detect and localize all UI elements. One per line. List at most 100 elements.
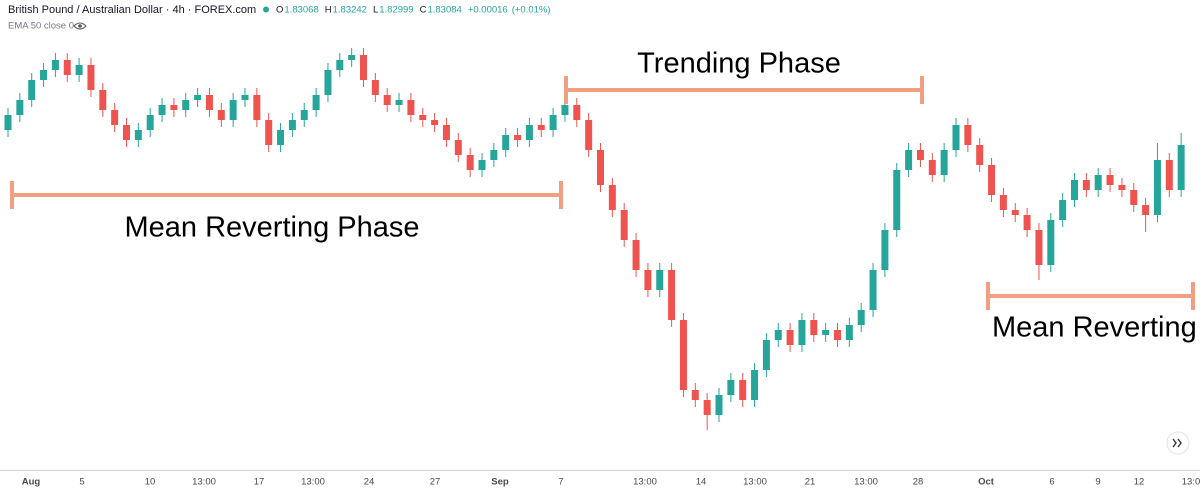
annotation: Mean Reverting bbox=[992, 312, 1197, 344]
time-axis bbox=[0, 470, 1200, 493]
candle-body bbox=[134, 130, 142, 140]
candle-body bbox=[1059, 200, 1067, 220]
candle-body bbox=[928, 160, 936, 175]
candle-body bbox=[348, 55, 356, 60]
candle-body bbox=[905, 150, 913, 170]
candle-body bbox=[288, 120, 296, 130]
candle-body bbox=[727, 380, 735, 395]
candle-body bbox=[597, 150, 604, 185]
time-label: 27 bbox=[430, 477, 441, 488]
candle-body bbox=[869, 270, 877, 310]
time-label: 13:00 bbox=[301, 477, 325, 488]
annotation: Mean Reverting Phase bbox=[125, 212, 420, 244]
candle-body bbox=[265, 120, 273, 145]
candle-body bbox=[158, 105, 166, 115]
candle-body bbox=[537, 125, 545, 130]
quote-label: L bbox=[373, 5, 378, 16]
candle-body bbox=[99, 90, 107, 110]
time-label: Sep bbox=[491, 477, 509, 488]
candle-body bbox=[585, 120, 593, 150]
mean-reverting-bracket bbox=[10, 181, 563, 209]
candle-body bbox=[312, 95, 320, 110]
candle-body bbox=[277, 130, 285, 145]
candle-body bbox=[679, 320, 687, 390]
candle-body bbox=[632, 240, 640, 270]
candles bbox=[4, 48, 1185, 430]
candle-body bbox=[253, 95, 261, 120]
candle-body bbox=[1106, 175, 1114, 185]
time-label: 21 bbox=[805, 477, 816, 488]
candle-body bbox=[703, 400, 711, 415]
trending-bracket bbox=[564, 76, 924, 104]
candle-body bbox=[205, 95, 213, 110]
candle-body bbox=[893, 170, 901, 230]
candle-body bbox=[691, 390, 699, 400]
candle-body bbox=[395, 100, 403, 105]
time-labels: Aug 5 10 13:00 17 13:00 24 27 Sep 7 13:00 14 13:00 21… bbox=[22, 477, 1200, 488]
candle-body bbox=[798, 320, 806, 345]
candle-body bbox=[407, 100, 415, 115]
time-label: 9 bbox=[1095, 477, 1100, 488]
candle-body bbox=[1047, 220, 1055, 265]
quote-label: C bbox=[420, 5, 427, 16]
candle-body bbox=[431, 120, 439, 125]
time-label: 24 bbox=[364, 477, 375, 488]
candle-body bbox=[1023, 215, 1031, 230]
candle-body bbox=[952, 125, 960, 150]
candle-body bbox=[834, 330, 841, 340]
change: +0.00016 bbox=[468, 5, 508, 16]
candle-body bbox=[940, 150, 948, 175]
symbol-title: British Pound / Australian Dollar · 4h ·… bbox=[8, 4, 256, 16]
scroll-button-bg bbox=[1166, 431, 1190, 455]
candle-body bbox=[1071, 180, 1078, 200]
time-label: Aug bbox=[22, 477, 41, 488]
candle-body bbox=[490, 150, 498, 160]
candle-body bbox=[988, 165, 996, 195]
candle-body bbox=[976, 145, 984, 165]
time-label: 5 bbox=[79, 477, 84, 488]
time-label: 12 bbox=[1134, 477, 1145, 488]
indicator-label: EMA 50 close 0 bbox=[8, 21, 74, 32]
time-label: 13:00 bbox=[192, 477, 216, 488]
candle-body bbox=[1082, 180, 1090, 190]
candle-body bbox=[644, 270, 652, 290]
candle-body bbox=[810, 320, 818, 335]
time-label: 13:00 bbox=[633, 477, 657, 488]
time-label: 10 bbox=[145, 477, 156, 488]
candle-body bbox=[774, 330, 782, 340]
time-label: 13:0 bbox=[1182, 477, 1200, 488]
visibility-icon[interactable] bbox=[73, 22, 87, 30]
candle-body bbox=[1165, 160, 1173, 190]
candle-body bbox=[845, 325, 853, 340]
candle-body bbox=[573, 105, 581, 120]
candle-body bbox=[4, 115, 12, 130]
time-label: 7 bbox=[558, 477, 563, 488]
time-label: 28 bbox=[913, 477, 924, 488]
candle-body bbox=[1118, 185, 1126, 190]
time-label: Oct bbox=[978, 477, 995, 488]
candle-body bbox=[751, 370, 759, 400]
brackets bbox=[10, 76, 1195, 310]
quote-value: 1.83084 bbox=[427, 5, 461, 16]
time-label: 6 bbox=[1049, 477, 1054, 488]
candle-body bbox=[454, 140, 462, 155]
candle-body bbox=[241, 95, 249, 100]
candle-body bbox=[715, 395, 723, 415]
eye-pupil bbox=[78, 24, 82, 28]
candle-body bbox=[16, 100, 24, 115]
candle-body bbox=[229, 100, 237, 120]
candle-body bbox=[28, 80, 36, 100]
candle-body bbox=[1011, 210, 1019, 215]
candle-body bbox=[324, 70, 332, 95]
candle-body bbox=[360, 55, 367, 80]
candle-body bbox=[182, 100, 190, 110]
quote-label: O bbox=[276, 5, 283, 16]
change-percent: (+0.01%) bbox=[512, 5, 551, 16]
scroll-button[interactable] bbox=[1166, 431, 1190, 455]
time-label: 17 bbox=[254, 477, 265, 488]
candle-body bbox=[40, 70, 48, 80]
candle-body bbox=[75, 65, 83, 75]
